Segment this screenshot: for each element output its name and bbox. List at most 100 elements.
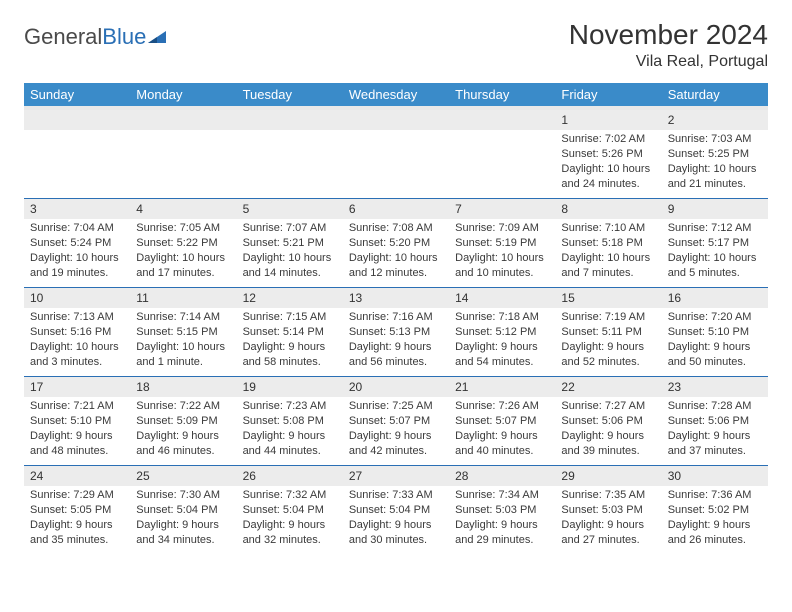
- daylight-line: Daylight: 9 hours and 35 minutes.: [30, 518, 124, 548]
- day-details: Sunrise: 7:14 AMSunset: 5:15 PMDaylight:…: [130, 308, 236, 373]
- day-number: 15: [555, 288, 661, 308]
- sunset-line: Sunset: 5:20 PM: [349, 236, 443, 251]
- daylight-line: Daylight: 9 hours and 52 minutes.: [561, 340, 655, 370]
- calendar-day-cell: 12Sunrise: 7:15 AMSunset: 5:14 PMDayligh…: [237, 287, 343, 376]
- daylight-line: Daylight: 10 hours and 24 minutes.: [561, 162, 655, 192]
- title-block: November 2024 Vila Real, Portugal: [569, 20, 768, 71]
- sunrise-line: Sunrise: 7:12 AM: [668, 221, 762, 236]
- day-number: 14: [449, 288, 555, 308]
- calendar-day-cell: 15Sunrise: 7:19 AMSunset: 5:11 PMDayligh…: [555, 287, 661, 376]
- calendar-week-row: 10Sunrise: 7:13 AMSunset: 5:16 PMDayligh…: [24, 287, 768, 376]
- calendar-day-cell: [130, 108, 236, 199]
- sunset-line: Sunset: 5:04 PM: [349, 503, 443, 518]
- day-number: 20: [343, 377, 449, 397]
- day-details: Sunrise: 7:04 AMSunset: 5:24 PMDaylight:…: [24, 219, 130, 284]
- sunset-line: Sunset: 5:09 PM: [136, 414, 230, 429]
- calendar-week-row: 17Sunrise: 7:21 AMSunset: 5:10 PMDayligh…: [24, 376, 768, 465]
- sunset-line: Sunset: 5:06 PM: [561, 414, 655, 429]
- header: GeneralBlue November 2024 Vila Real, Por…: [24, 20, 768, 71]
- day-details: Sunrise: 7:21 AMSunset: 5:10 PMDaylight:…: [24, 397, 130, 462]
- day-number: 6: [343, 199, 449, 219]
- sunrise-line: Sunrise: 7:33 AM: [349, 488, 443, 503]
- calendar-day-cell: 1Sunrise: 7:02 AMSunset: 5:26 PMDaylight…: [555, 108, 661, 199]
- sunrise-line: Sunrise: 7:18 AM: [455, 310, 549, 325]
- sunrise-line: Sunrise: 7:07 AM: [243, 221, 337, 236]
- day-number-bar: [237, 110, 343, 130]
- daylight-line: Daylight: 9 hours and 40 minutes.: [455, 429, 549, 459]
- sunrise-line: Sunrise: 7:16 AM: [349, 310, 443, 325]
- calendar-day-cell: 4Sunrise: 7:05 AMSunset: 5:22 PMDaylight…: [130, 198, 236, 287]
- calendar-day-cell: 17Sunrise: 7:21 AMSunset: 5:10 PMDayligh…: [24, 376, 130, 465]
- weekday-header: Saturday: [662, 83, 768, 108]
- calendar-day-cell: [237, 108, 343, 199]
- daylight-line: Daylight: 9 hours and 56 minutes.: [349, 340, 443, 370]
- day-details: Sunrise: 7:25 AMSunset: 5:07 PMDaylight:…: [343, 397, 449, 462]
- day-number: 10: [24, 288, 130, 308]
- day-number: 5: [237, 199, 343, 219]
- day-number: 21: [449, 377, 555, 397]
- daylight-line: Daylight: 9 hours and 26 minutes.: [668, 518, 762, 548]
- calendar-day-cell: 29Sunrise: 7:35 AMSunset: 5:03 PMDayligh…: [555, 465, 661, 554]
- sunset-line: Sunset: 5:15 PM: [136, 325, 230, 340]
- sunrise-line: Sunrise: 7:34 AM: [455, 488, 549, 503]
- day-number: 2: [662, 110, 768, 130]
- calendar-week-row: 1Sunrise: 7:02 AMSunset: 5:26 PMDaylight…: [24, 108, 768, 199]
- day-number: 16: [662, 288, 768, 308]
- day-number-bar: [130, 110, 236, 130]
- day-details: Sunrise: 7:32 AMSunset: 5:04 PMDaylight:…: [237, 486, 343, 551]
- weekday-header: Wednesday: [343, 83, 449, 108]
- day-number-bar: [24, 110, 130, 130]
- calendar-day-cell: [343, 108, 449, 199]
- sunset-line: Sunset: 5:04 PM: [243, 503, 337, 518]
- day-number: 3: [24, 199, 130, 219]
- sunset-line: Sunset: 5:18 PM: [561, 236, 655, 251]
- day-details: Sunrise: 7:20 AMSunset: 5:10 PMDaylight:…: [662, 308, 768, 373]
- calendar-day-cell: [24, 108, 130, 199]
- day-number: 4: [130, 199, 236, 219]
- day-details: Sunrise: 7:12 AMSunset: 5:17 PMDaylight:…: [662, 219, 768, 284]
- daylight-line: Daylight: 10 hours and 12 minutes.: [349, 251, 443, 281]
- calendar-week-row: 24Sunrise: 7:29 AMSunset: 5:05 PMDayligh…: [24, 465, 768, 554]
- day-number: 24: [24, 466, 130, 486]
- sunrise-line: Sunrise: 7:05 AM: [136, 221, 230, 236]
- sunset-line: Sunset: 5:26 PM: [561, 147, 655, 162]
- day-details: Sunrise: 7:26 AMSunset: 5:07 PMDaylight:…: [449, 397, 555, 462]
- sunrise-line: Sunrise: 7:02 AM: [561, 132, 655, 147]
- day-number: 9: [662, 199, 768, 219]
- sunrise-line: Sunrise: 7:19 AM: [561, 310, 655, 325]
- daylight-line: Daylight: 9 hours and 29 minutes.: [455, 518, 549, 548]
- calendar-day-cell: 8Sunrise: 7:10 AMSunset: 5:18 PMDaylight…: [555, 198, 661, 287]
- calendar-day-cell: 3Sunrise: 7:04 AMSunset: 5:24 PMDaylight…: [24, 198, 130, 287]
- day-number: 11: [130, 288, 236, 308]
- sunrise-line: Sunrise: 7:13 AM: [30, 310, 124, 325]
- calendar-day-cell: 20Sunrise: 7:25 AMSunset: 5:07 PMDayligh…: [343, 376, 449, 465]
- day-number: 7: [449, 199, 555, 219]
- sunset-line: Sunset: 5:10 PM: [668, 325, 762, 340]
- weekday-header: Tuesday: [237, 83, 343, 108]
- daylight-line: Daylight: 9 hours and 44 minutes.: [243, 429, 337, 459]
- weekday-header: Friday: [555, 83, 661, 108]
- sunrise-line: Sunrise: 7:23 AM: [243, 399, 337, 414]
- calendar-day-cell: 9Sunrise: 7:12 AMSunset: 5:17 PMDaylight…: [662, 198, 768, 287]
- sunset-line: Sunset: 5:24 PM: [30, 236, 124, 251]
- sunset-line: Sunset: 5:07 PM: [455, 414, 549, 429]
- calendar-table: SundayMondayTuesdayWednesdayThursdayFrid…: [24, 83, 768, 554]
- daylight-line: Daylight: 10 hours and 1 minute.: [136, 340, 230, 370]
- sunset-line: Sunset: 5:10 PM: [30, 414, 124, 429]
- day-number: 27: [343, 466, 449, 486]
- daylight-line: Daylight: 10 hours and 3 minutes.: [30, 340, 124, 370]
- sunset-line: Sunset: 5:25 PM: [668, 147, 762, 162]
- calendar-day-cell: 10Sunrise: 7:13 AMSunset: 5:16 PMDayligh…: [24, 287, 130, 376]
- sunset-line: Sunset: 5:22 PM: [136, 236, 230, 251]
- logo-text: GeneralBlue: [24, 24, 146, 50]
- sunrise-line: Sunrise: 7:08 AM: [349, 221, 443, 236]
- logo-word2: Blue: [102, 24, 146, 49]
- day-number: 26: [237, 466, 343, 486]
- day-number: 13: [343, 288, 449, 308]
- calendar-day-cell: 7Sunrise: 7:09 AMSunset: 5:19 PMDaylight…: [449, 198, 555, 287]
- weekday-header: Sunday: [24, 83, 130, 108]
- sunrise-line: Sunrise: 7:25 AM: [349, 399, 443, 414]
- logo: GeneralBlue: [24, 24, 168, 50]
- sunset-line: Sunset: 5:21 PM: [243, 236, 337, 251]
- day-details: Sunrise: 7:03 AMSunset: 5:25 PMDaylight:…: [662, 130, 768, 195]
